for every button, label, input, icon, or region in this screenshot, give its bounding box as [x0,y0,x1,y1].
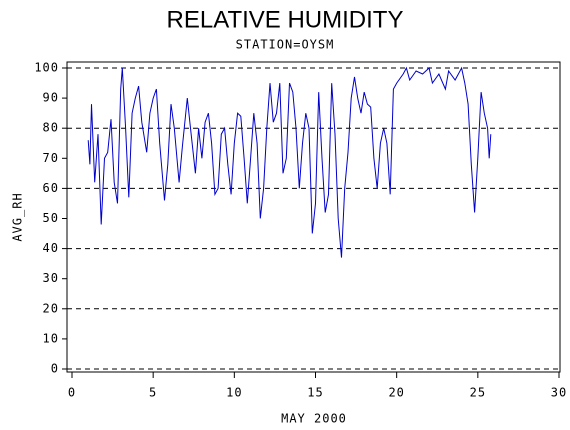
y-tick-label: 90 [43,91,59,105]
y-tick-label: 100 [34,61,59,75]
chart-title: RELATIVE HUMIDITY [167,6,404,33]
x-tick-label: 20 [388,386,404,400]
x-tick-label: 5 [149,386,157,400]
y-tick-label: 50 [43,211,59,225]
y-tick-label: 10 [43,331,59,345]
y-tick-label: 80 [43,121,59,135]
y-tick-label: 0 [51,362,59,376]
x-tick-label: 10 [226,386,242,400]
x-axis-label: MAY 2000 [281,412,347,426]
plot-frame [66,61,561,373]
y-tick-label: 30 [43,271,59,285]
y-tick-label: 40 [43,241,59,255]
y-tick-label: 60 [43,181,59,195]
x-tick-label: 15 [307,386,323,400]
y-tick-label: 70 [43,151,59,165]
y-axis-label: AVG_RH [11,192,25,241]
chart-subtitle: STATION=OYSM [236,38,335,52]
data-line [87,66,492,258]
x-tick-label: 30 [551,386,567,400]
y-tick-label: 20 [43,301,59,315]
x-tick-label: 0 [68,386,76,400]
x-tick-label: 25 [470,386,486,400]
